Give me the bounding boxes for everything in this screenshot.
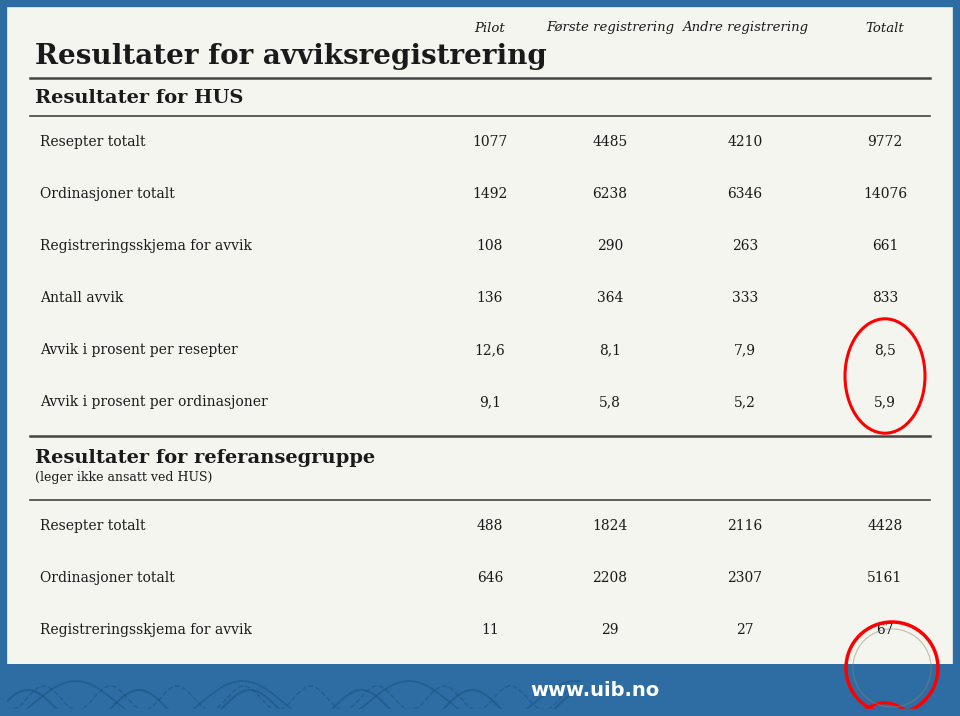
Text: 4210: 4210	[728, 135, 762, 149]
Text: 2116: 2116	[728, 519, 762, 533]
Text: 29: 29	[601, 623, 619, 637]
Text: 646: 646	[477, 571, 503, 585]
Text: 36: 36	[736, 675, 754, 689]
Text: 27: 27	[736, 623, 754, 637]
Text: 263: 263	[732, 239, 758, 253]
Text: 5,9: 5,9	[874, 395, 896, 409]
Text: Resultater for referansegruppe: Resultater for referansegruppe	[35, 449, 375, 467]
Text: Antall avvik: Antall avvik	[40, 675, 124, 689]
Text: 12,6: 12,6	[474, 343, 505, 357]
Text: 8,5: 8,5	[874, 343, 896, 357]
Text: 9772: 9772	[868, 135, 902, 149]
Text: 14076: 14076	[863, 187, 907, 201]
Text: Pilot: Pilot	[474, 21, 505, 34]
Text: 108: 108	[477, 239, 503, 253]
Text: 2208: 2208	[592, 571, 628, 585]
Text: 8,1: 8,1	[599, 343, 621, 357]
Text: Resepter totalt: Resepter totalt	[40, 135, 146, 149]
Text: 290: 290	[597, 239, 623, 253]
Text: 6238: 6238	[592, 187, 628, 201]
Text: Registreringsskjema for avvik: Registreringsskjema for avvik	[40, 239, 252, 253]
Text: Avvik i prosent per resepter: Avvik i prosent per resepter	[40, 343, 238, 357]
Text: Totalt: Totalt	[866, 21, 904, 34]
FancyBboxPatch shape	[3, 664, 957, 713]
Text: Ordinasjoner totalt: Ordinasjoner totalt	[40, 187, 175, 201]
Text: Resepter totalt: Resepter totalt	[40, 519, 146, 533]
Text: 333: 333	[732, 291, 758, 305]
Text: 6346: 6346	[728, 187, 762, 201]
Text: 7,9: 7,9	[734, 343, 756, 357]
Text: 9,1: 9,1	[479, 395, 501, 409]
Text: Avvik i prosent per ordinasjoner: Avvik i prosent per ordinasjoner	[40, 395, 268, 409]
Text: 1492: 1492	[472, 187, 508, 201]
Text: 4428: 4428	[868, 519, 902, 533]
Text: 5161: 5161	[868, 571, 902, 585]
Text: 93: 93	[876, 675, 894, 689]
Text: 661: 661	[872, 239, 899, 253]
Text: 5,2: 5,2	[734, 395, 756, 409]
Text: 488: 488	[477, 519, 503, 533]
Text: 11: 11	[481, 623, 499, 637]
Text: 833: 833	[872, 291, 899, 305]
Text: 2307: 2307	[728, 571, 762, 585]
Text: Ordinasjoner totalt: Ordinasjoner totalt	[40, 571, 175, 585]
Text: Resultater for avviksregistrering: Resultater for avviksregistrering	[35, 42, 547, 69]
Text: 136: 136	[477, 291, 503, 305]
Text: 1077: 1077	[472, 135, 508, 149]
Text: Antall avvik: Antall avvik	[40, 291, 124, 305]
Text: 38: 38	[601, 675, 619, 689]
Text: 364: 364	[597, 291, 623, 305]
Text: 4485: 4485	[592, 135, 628, 149]
Text: (leger ikke ansatt ved HUS): (leger ikke ansatt ved HUS)	[35, 472, 212, 485]
Text: 19: 19	[481, 675, 499, 689]
Text: 1824: 1824	[592, 519, 628, 533]
Text: 67: 67	[876, 623, 894, 637]
Text: Registreringsskjema for avvik: Registreringsskjema for avvik	[40, 623, 252, 637]
Text: www.uib.no: www.uib.no	[531, 680, 660, 700]
Text: Første registrering: Første registrering	[546, 21, 674, 34]
Text: Resultater for HUS: Resultater for HUS	[35, 89, 244, 107]
Text: Andre registrering: Andre registrering	[682, 21, 808, 34]
Text: 5,8: 5,8	[599, 395, 621, 409]
